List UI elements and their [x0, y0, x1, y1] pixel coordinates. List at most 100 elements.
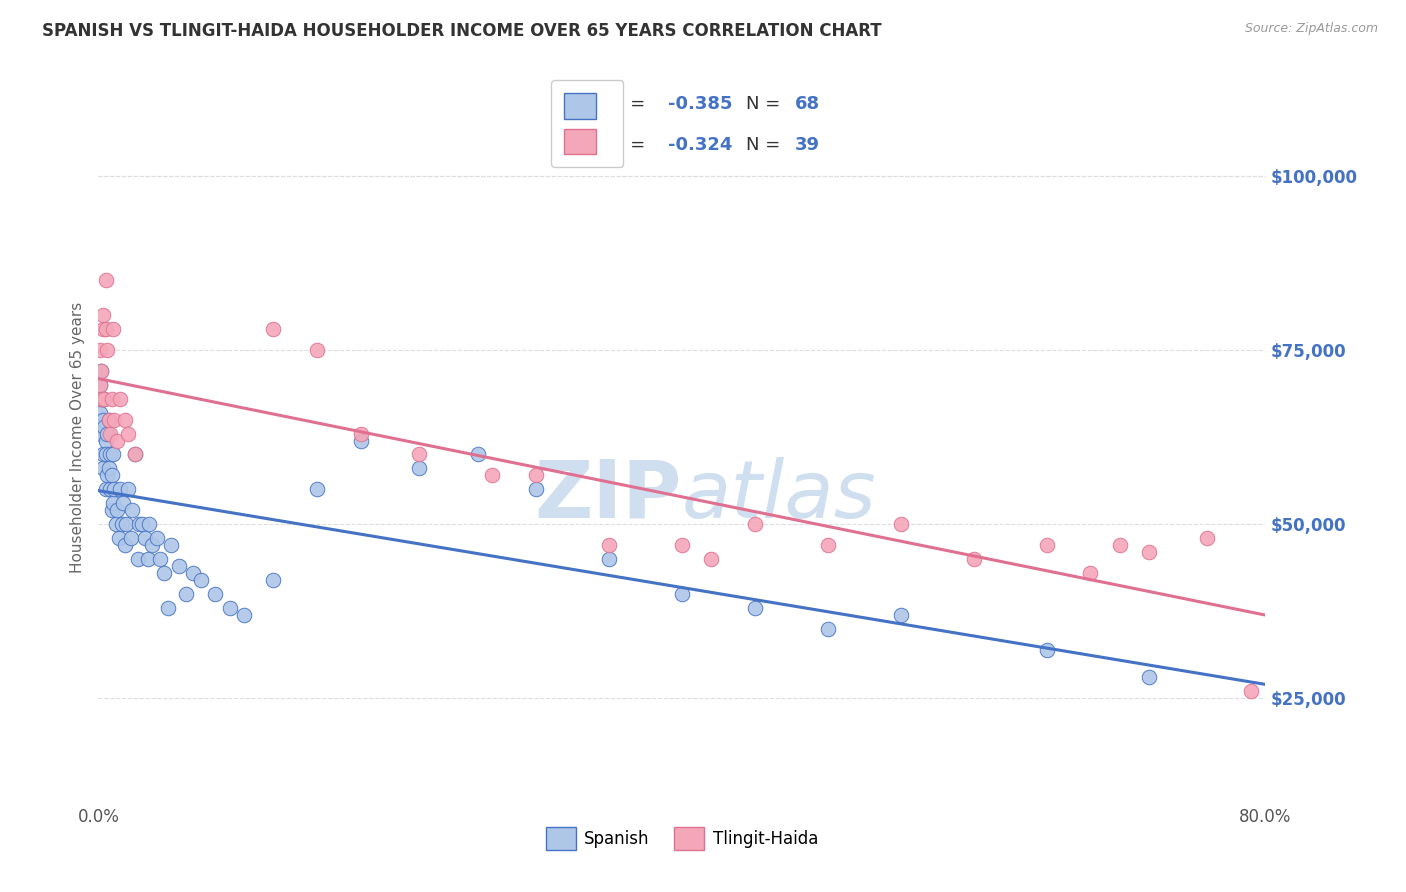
- Point: [146, 531, 169, 545]
- Point: [190, 573, 212, 587]
- Point: [1080, 566, 1102, 580]
- Point: [149, 552, 172, 566]
- Point: [90, 392, 112, 406]
- Point: [128, 517, 150, 532]
- Point: [233, 607, 256, 622]
- Point: [124, 448, 146, 462]
- Point: [1240, 684, 1263, 698]
- Point: [114, 538, 136, 552]
- Text: -0.324: -0.324: [668, 136, 733, 153]
- Point: [817, 622, 839, 636]
- Point: [160, 538, 183, 552]
- Point: [97, 412, 120, 426]
- Point: [97, 412, 120, 426]
- Point: [94, 273, 117, 287]
- Point: [307, 483, 329, 497]
- Point: [598, 538, 620, 552]
- Text: Source: ZipAtlas.com: Source: ZipAtlas.com: [1244, 22, 1378, 36]
- Point: [157, 600, 180, 615]
- Point: [90, 426, 112, 441]
- Point: [108, 531, 131, 545]
- Point: [174, 587, 197, 601]
- Point: [98, 448, 121, 462]
- Point: [120, 531, 142, 545]
- Point: [153, 566, 176, 580]
- Text: 68: 68: [796, 95, 820, 113]
- Point: [110, 483, 132, 497]
- Point: [117, 483, 139, 497]
- Point: [101, 448, 124, 462]
- Point: [89, 377, 111, 392]
- Point: [350, 434, 373, 448]
- Point: [89, 377, 111, 392]
- Point: [962, 552, 984, 566]
- Point: [262, 573, 284, 587]
- Point: [817, 538, 839, 552]
- Point: [218, 600, 240, 615]
- Point: [181, 566, 204, 580]
- Point: [91, 412, 114, 426]
- Point: [100, 503, 122, 517]
- Text: -0.385: -0.385: [668, 95, 733, 113]
- Legend: Spanish, Tlingit-Haida: Spanish, Tlingit-Haida: [536, 817, 828, 860]
- Point: [671, 538, 693, 552]
- Point: [96, 343, 118, 357]
- Point: [93, 392, 115, 406]
- Point: [138, 517, 160, 532]
- Point: [1137, 545, 1160, 559]
- Point: [94, 448, 117, 462]
- Point: [89, 406, 111, 420]
- Point: [96, 426, 118, 441]
- Point: [127, 552, 149, 566]
- Point: [204, 587, 226, 601]
- Point: [105, 503, 128, 517]
- Point: [104, 517, 127, 532]
- Point: [98, 426, 121, 441]
- Point: [98, 483, 121, 497]
- Point: [100, 468, 122, 483]
- Point: [350, 426, 373, 441]
- Text: R =: R =: [612, 136, 651, 153]
- Point: [90, 364, 112, 378]
- Point: [110, 392, 132, 406]
- Text: R =: R =: [612, 95, 651, 113]
- Text: 39: 39: [796, 136, 820, 153]
- Point: [1137, 670, 1160, 684]
- Point: [91, 322, 114, 336]
- Point: [89, 343, 111, 357]
- Point: [111, 517, 134, 532]
- Point: [103, 483, 125, 497]
- Point: [94, 434, 117, 448]
- Text: N =: N =: [747, 136, 786, 153]
- Point: [408, 461, 430, 475]
- Point: [524, 483, 547, 497]
- Point: [890, 607, 912, 622]
- Point: [408, 448, 430, 462]
- Point: [131, 517, 153, 532]
- Point: [91, 308, 114, 322]
- Point: [115, 517, 138, 532]
- Point: [93, 392, 115, 406]
- Point: [117, 426, 139, 441]
- Point: [1035, 642, 1057, 657]
- Point: [114, 412, 136, 426]
- Point: [598, 552, 620, 566]
- Point: [136, 552, 159, 566]
- Point: [124, 448, 146, 462]
- Point: [101, 322, 124, 336]
- Point: [105, 434, 128, 448]
- Point: [167, 558, 190, 573]
- Point: [103, 412, 125, 426]
- Point: [90, 364, 112, 378]
- Point: [700, 552, 723, 566]
- Text: atlas: atlas: [682, 457, 877, 534]
- Point: [112, 496, 135, 510]
- Point: [1035, 538, 1057, 552]
- Point: [141, 538, 163, 552]
- Text: N =: N =: [747, 95, 786, 113]
- Point: [1195, 531, 1218, 545]
- Point: [744, 600, 766, 615]
- Point: [890, 517, 912, 532]
- Point: [134, 531, 156, 545]
- Point: [97, 461, 120, 475]
